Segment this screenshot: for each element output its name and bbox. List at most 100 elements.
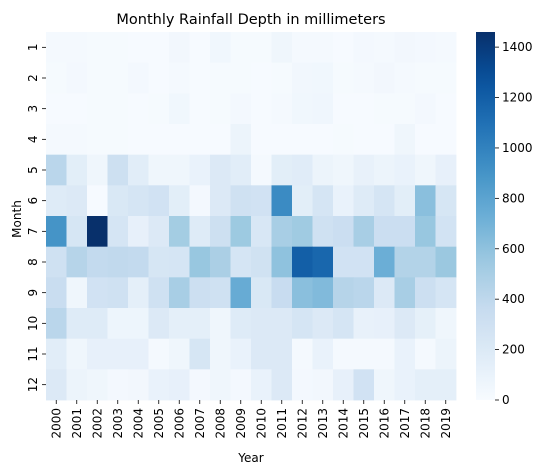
heatmap-cell-2007-1 [189,32,211,64]
heatmap-cell-2011-7 [271,216,293,248]
heatmap-cell-2012-12 [292,369,313,401]
heatmap-cell-2009-4 [230,124,252,156]
heatmap-cell-2005-9 [148,277,170,309]
heatmap-cell-2002-1 [87,32,108,64]
heatmap-cell-2018-2 [415,62,436,94]
heatmap-cell-2019-2 [435,62,457,94]
heatmap-cell-2014-1 [333,32,354,64]
heatmap-cell-2009-10 [230,308,252,340]
heatmap-cell-2017-8 [394,246,416,278]
heatmap-cell-2000-1 [46,32,67,64]
colorbar-tick-label: 1200 [502,91,533,105]
heatmap-cell-2008-8 [210,246,231,278]
x-tick-label: 2004 [131,408,145,439]
heatmap-cell-2006-8 [169,246,190,278]
y-tick-label: 3 [26,105,40,113]
heatmap-cell-2017-1 [394,32,416,64]
heatmap-cell-2003-5 [107,154,129,186]
heatmap-cell-2014-3 [333,93,354,125]
heatmap-cell-2014-10 [333,308,354,340]
x-tick-label: 2017 [398,408,412,439]
heatmap-cell-2002-8 [87,246,108,278]
heatmap-cell-2005-5 [148,154,170,186]
heatmap-cell-2011-11 [271,338,293,370]
heatmap-cell-2006-12 [169,369,190,401]
heatmap-cell-2013-9 [312,277,334,309]
heatmap-cell-2016-1 [374,32,395,64]
heatmap-cell-2008-9 [210,277,231,309]
y-tick-label: 4 [26,136,40,144]
heatmap-cell-2013-1 [312,32,334,64]
heatmap-cell-2017-3 [394,93,416,125]
heatmap-cell-2013-2 [312,62,334,94]
heatmap-cell-2007-6 [189,185,211,217]
heatmap-cell-2012-1 [292,32,313,64]
heatmap-cell-2004-1 [128,32,149,64]
heatmap-cell-2003-1 [107,32,129,64]
y-tick-label: 8 [26,258,40,266]
heatmap-cell-2016-4 [374,124,395,156]
heatmap-cell-2008-7 [210,216,231,248]
heatmap-cell-2002-4 [87,124,108,156]
x-tick-label: 2003 [111,408,125,439]
heatmap-cell-2017-7 [394,216,416,248]
x-tick-label: 2005 [152,408,166,439]
x-tick-label: 2016 [377,408,391,439]
chart-title: Monthly Rainfall Depth in millimeters [116,12,385,28]
heatmap-cell-2015-11 [353,338,375,370]
heatmap-cell-2004-10 [128,308,149,340]
heatmap-cell-2009-6 [230,185,252,217]
heatmap-cell-2014-8 [333,246,354,278]
heatmap-cell-2012-6 [292,185,313,217]
heatmap-cell-2010-6 [251,185,272,217]
heatmap-cell-2004-6 [128,185,149,217]
heatmap-cell-2010-7 [251,216,272,248]
heatmap-cell-2012-2 [292,62,313,94]
heatmap-cell-2016-2 [374,62,395,94]
heatmap-cell-2002-9 [87,277,108,309]
x-tick-label: 2006 [172,408,186,439]
x-tick-label: 2013 [316,408,330,439]
heatmap-cell-2010-9 [251,277,272,309]
heatmap-cell-2018-9 [415,277,436,309]
heatmap-cell-2009-9 [230,277,252,309]
heatmap-cell-2019-5 [435,154,457,186]
y-axis-title: Month [10,200,24,238]
x-tick-label: 2010 [254,408,268,439]
heatmap-cell-2005-12 [148,369,170,401]
heatmap-cell-2003-10 [107,308,129,340]
heatmap-cell-2003-8 [107,246,129,278]
heatmap-cell-2002-10 [87,308,108,340]
x-tick-label: 2014 [336,408,350,439]
heatmap-cell-2006-3 [169,93,190,125]
heatmap-cell-2012-7 [292,216,313,248]
heatmap-cell-2011-2 [271,62,293,94]
x-tick-label: 2015 [357,408,371,439]
heatmap-cell-2017-6 [394,185,416,217]
heatmap-cell-2008-11 [210,338,231,370]
heatmap-cell-2009-1 [230,32,252,64]
x-tick-label: 2018 [418,408,432,439]
heatmap-cell-2014-11 [333,338,354,370]
heatmap-cell-2006-7 [169,216,190,248]
heatmap-cell-2008-5 [210,154,231,186]
heatmap-cell-2001-9 [66,277,88,309]
heatmap-cell-2016-5 [374,154,395,186]
heatmap-cell-2010-5 [251,154,272,186]
heatmap-cell-2000-10 [46,308,67,340]
heatmap-cell-2018-5 [415,154,436,186]
heatmap-cell-2005-1 [148,32,170,64]
y-tick-label: 7 [26,228,40,236]
heatmap-cell-2005-2 [148,62,170,94]
heatmap-cell-2007-12 [189,369,211,401]
heatmap-cell-2005-4 [148,124,170,156]
heatmap-cell-2015-3 [353,93,375,125]
colorbar-tick-label: 400 [502,292,525,306]
heatmap-cell-2010-2 [251,62,272,94]
x-tick-label: 2000 [49,408,63,439]
heatmap-cell-2018-8 [415,246,436,278]
colorbar-tick-label: 1400 [502,40,533,54]
heatmap-cell-2010-1 [251,32,272,64]
heatmap-cell-2009-5 [230,154,252,186]
